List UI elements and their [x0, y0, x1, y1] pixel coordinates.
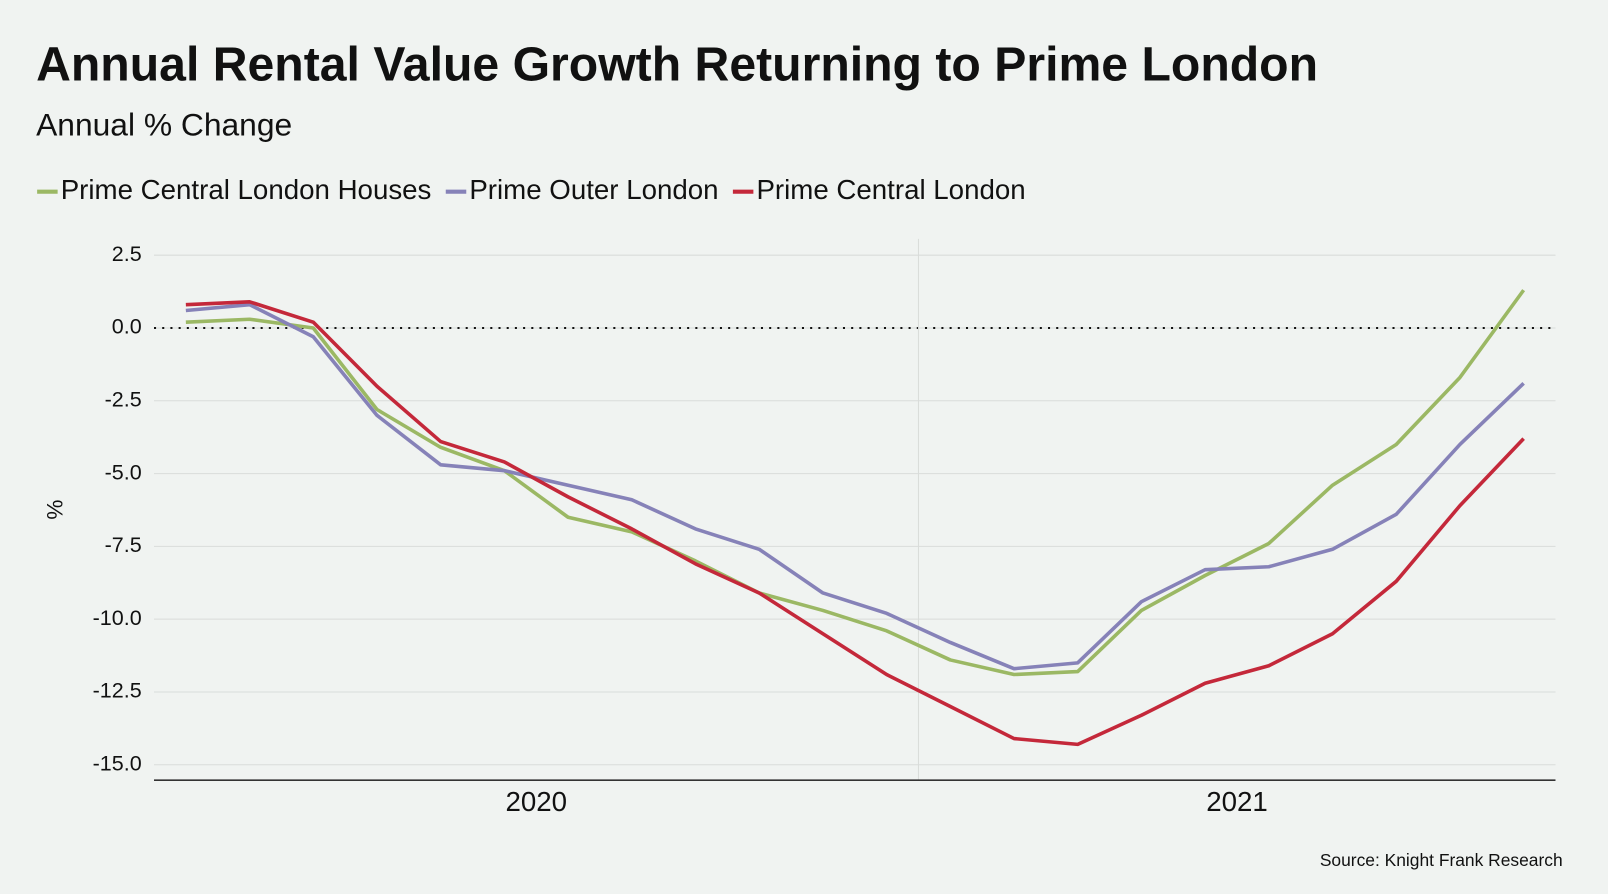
y-axis-label: %: [43, 500, 68, 520]
chart-title: Annual Rental Value Growth Returning to …: [36, 37, 1318, 91]
source: Source: Knight Frank Research: [1320, 850, 1563, 870]
series-line: [185, 299, 1525, 747]
y-tick-label: -2.5: [105, 387, 142, 411]
x-tick-label: 2021: [1206, 786, 1268, 817]
y-tick-label: -15.0: [93, 751, 142, 775]
legend-label: Prime Central London Houses: [61, 174, 432, 205]
y-tick-label: -10.0: [93, 606, 142, 630]
y-tick-label: 0.0: [112, 315, 142, 339]
chart-subtitle: Annual % Change: [36, 107, 292, 143]
legend-label: Prime Outer London: [469, 174, 718, 205]
x-tick-label: 2020: [505, 786, 567, 817]
series-line: [185, 302, 1525, 671]
y-tick-label: -12.5: [93, 679, 142, 703]
series-line: [185, 289, 1526, 677]
legend-label: Prime Central London: [756, 174, 1025, 205]
y-tick-label: 2.5: [112, 242, 142, 266]
y-tick-label: -7.5: [105, 533, 142, 557]
y-tick-label: -5.0: [105, 460, 142, 484]
